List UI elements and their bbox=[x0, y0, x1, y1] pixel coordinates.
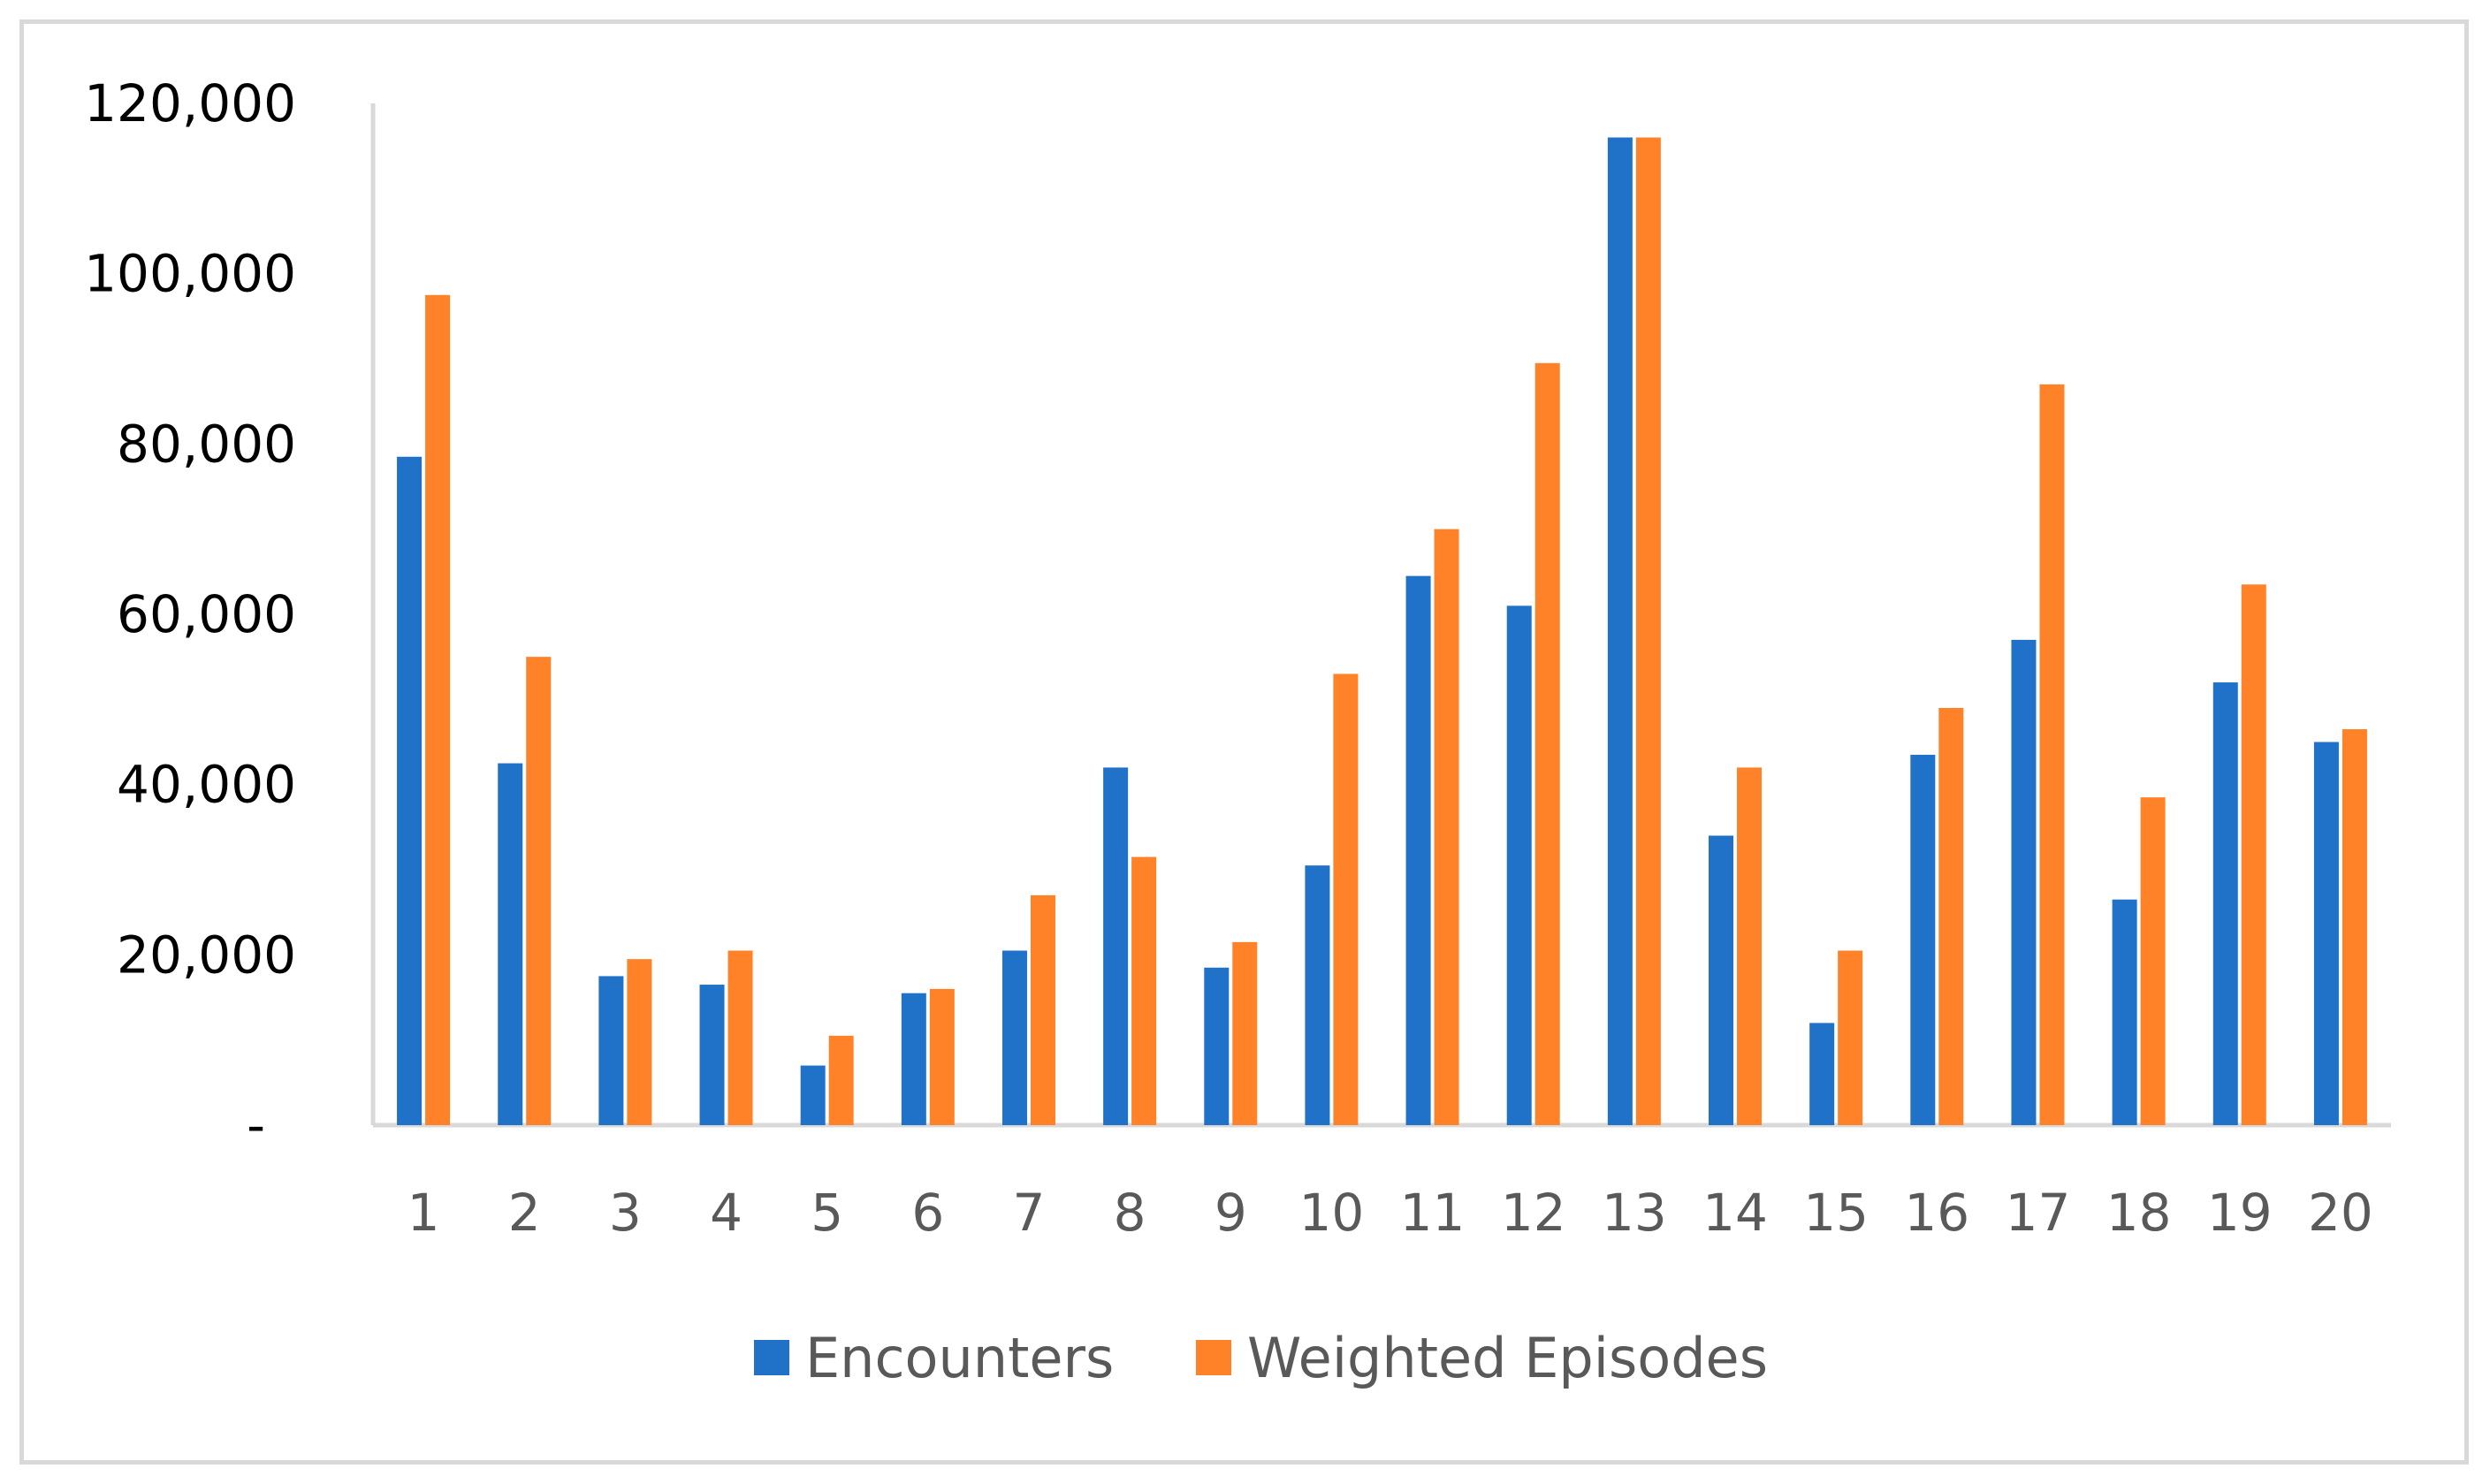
x-tick-label: 12 bbox=[1501, 1183, 1566, 1243]
y-tick-label: 40,000 bbox=[117, 755, 296, 815]
bar-weighted-episodes-12 bbox=[1534, 362, 1560, 1126]
x-tick-label: 2 bbox=[508, 1183, 541, 1243]
x-tick-label: 20 bbox=[2308, 1183, 2373, 1243]
bar-weighted-episodes-19 bbox=[2241, 584, 2266, 1125]
bar-encounters-4 bbox=[699, 985, 725, 1125]
y-axis-ticks: - 20,000 40,000 60,000 80,000 100,000 120,000 bbox=[84, 73, 296, 1155]
legend-label-weighted-episodes: Weighted Episodes bbox=[1247, 1326, 1768, 1390]
x-tick-label: 3 bbox=[609, 1183, 642, 1243]
x-tick-label: 7 bbox=[1013, 1183, 1046, 1243]
x-tick-label: 13 bbox=[1602, 1183, 1667, 1243]
x-tick-label: 18 bbox=[2106, 1183, 2172, 1243]
x-tick-label: 8 bbox=[1114, 1183, 1146, 1243]
bar-encounters-9 bbox=[1204, 967, 1230, 1125]
bar-weighted-episodes-15 bbox=[1838, 950, 1863, 1125]
bar-encounters-12 bbox=[1506, 605, 1532, 1125]
y-tick-label: 60,000 bbox=[117, 584, 296, 644]
bar-weighted-episodes-16 bbox=[1938, 707, 1964, 1125]
x-axis-ticks: 1 2 3 4 5 6 7 8 9 10 11 12 13 14 15 16 17 18 19 20 bbox=[407, 1183, 2373, 1243]
x-tick-label: 10 bbox=[1299, 1183, 1365, 1243]
x-tick-label: 16 bbox=[1904, 1183, 1969, 1243]
x-tick-label: 1 bbox=[407, 1183, 440, 1243]
bar-encounters-20 bbox=[2313, 742, 2339, 1125]
bar-weighted-episodes-10 bbox=[1333, 674, 1359, 1125]
legend-swatch-encounters bbox=[754, 1340, 789, 1375]
legend-label-encounters: Encounters bbox=[805, 1326, 1114, 1390]
y-tick-label: 120,000 bbox=[84, 73, 296, 133]
bar-encounters-2 bbox=[498, 763, 523, 1125]
bar-weighted-episodes-5 bbox=[828, 1035, 854, 1125]
y-tick-label: - bbox=[247, 1095, 265, 1155]
bar-weighted-episodes-2 bbox=[526, 657, 552, 1125]
bar-weighted-episodes-1 bbox=[425, 294, 451, 1125]
y-tick-label: 100,000 bbox=[84, 244, 296, 304]
y-tick-label: 80,000 bbox=[117, 414, 296, 474]
bar-encounters-5 bbox=[800, 1065, 826, 1125]
legend: Encounters Weighted Episodes bbox=[754, 1326, 1768, 1390]
bar-weighted-episodes-20 bbox=[2342, 729, 2367, 1125]
bar-encounters-7 bbox=[1001, 950, 1027, 1125]
bar-encounters-18 bbox=[2112, 899, 2137, 1125]
bar-weighted-episodes-18 bbox=[2140, 797, 2166, 1125]
bar-weighted-episodes-3 bbox=[627, 959, 652, 1125]
x-tick-label: 17 bbox=[2006, 1183, 2071, 1243]
bar-encounters-13 bbox=[1607, 137, 1633, 1126]
x-tick-label: 9 bbox=[1215, 1183, 1247, 1243]
bar-weighted-episodes-9 bbox=[1232, 941, 1258, 1125]
x-tick-label: 15 bbox=[1803, 1183, 1869, 1243]
y-tick-label: 20,000 bbox=[117, 925, 296, 985]
legend-swatch-weighted-episodes bbox=[1196, 1340, 1231, 1375]
bar-encounters-10 bbox=[1305, 865, 1330, 1125]
x-tick-label: 6 bbox=[911, 1183, 944, 1243]
bar-encounters-6 bbox=[901, 993, 926, 1125]
bars bbox=[397, 137, 2367, 1126]
bar-weighted-episodes-13 bbox=[1635, 137, 1661, 1126]
bar-weighted-episodes-4 bbox=[727, 950, 753, 1125]
bar-encounters-16 bbox=[1910, 754, 1936, 1125]
bar-encounters-11 bbox=[1405, 575, 1431, 1125]
x-tick-label: 14 bbox=[1702, 1183, 1768, 1243]
bar-encounters-1 bbox=[397, 456, 423, 1125]
axes bbox=[370, 103, 2391, 1128]
x-tick-label: 11 bbox=[1400, 1183, 1466, 1243]
bar-encounters-17 bbox=[2011, 639, 2037, 1125]
x-tick-label: 19 bbox=[2207, 1183, 2273, 1243]
bar-encounters-19 bbox=[2212, 682, 2238, 1125]
bar-encounters-3 bbox=[598, 976, 624, 1125]
bar-weighted-episodes-6 bbox=[929, 988, 955, 1125]
bar-encounters-8 bbox=[1103, 767, 1129, 1125]
bar-weighted-episodes-11 bbox=[1434, 529, 1459, 1125]
bar-weighted-episodes-7 bbox=[1030, 894, 1055, 1125]
bar-weighted-episodes-14 bbox=[1737, 767, 1763, 1125]
bar-weighted-episodes-17 bbox=[2039, 384, 2065, 1125]
x-tick-label: 5 bbox=[811, 1183, 843, 1243]
bar-weighted-episodes-8 bbox=[1131, 856, 1157, 1125]
x-tick-label: 4 bbox=[710, 1183, 742, 1243]
bar-encounters-15 bbox=[1809, 1023, 1835, 1125]
bar-encounters-14 bbox=[1709, 835, 1734, 1125]
